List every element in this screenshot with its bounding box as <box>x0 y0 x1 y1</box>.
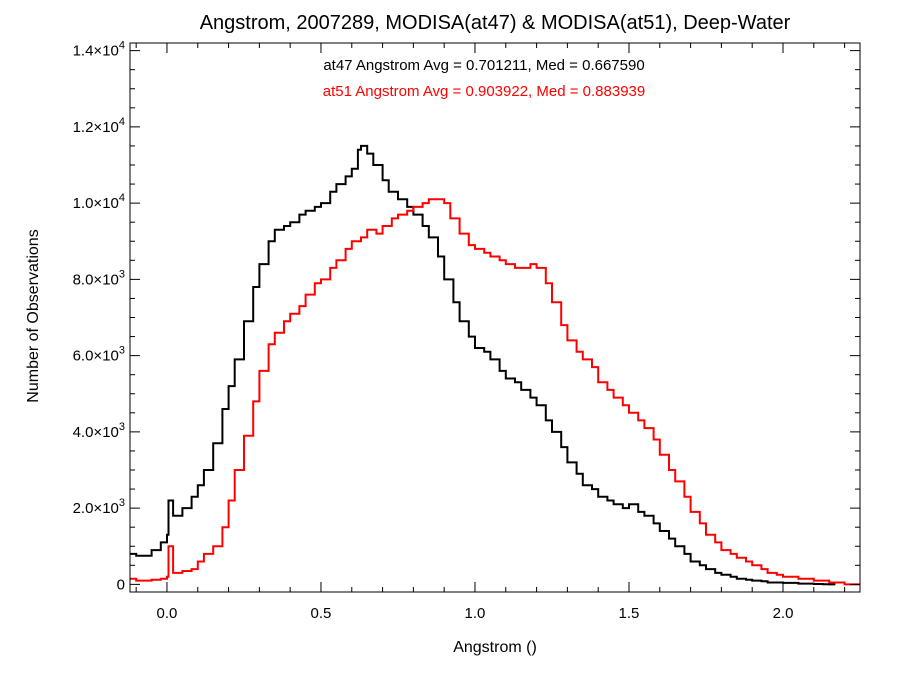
x-tick-label: 1.5 <box>619 605 640 622</box>
y-tick-label: 2.0×103 <box>73 497 125 517</box>
y-tick-label: 8.0×103 <box>73 268 125 288</box>
y-tick-label: 1.0×104 <box>73 192 125 212</box>
y-tick-label: 1.4×104 <box>73 40 125 60</box>
x-tick-label: 0.5 <box>311 605 332 622</box>
series-line-1 <box>130 198 860 586</box>
x-axis-label: Angstrom () <box>453 639 537 656</box>
chart-title: Angstrom, 2007289, MODISA(at47) & MODISA… <box>200 12 791 34</box>
y-axis-label: Number of Observations <box>25 229 42 402</box>
y-tick-label: 6.0×103 <box>73 345 125 365</box>
series-line-0 <box>130 144 836 586</box>
plot-frame <box>129 42 861 593</box>
y-tick-label: 4.0×103 <box>73 421 125 441</box>
annotation-at51: at51 Angstrom Avg = 0.903922, Med = 0.88… <box>323 83 645 100</box>
x-tick-label: 0.0 <box>157 605 178 622</box>
y-axis: 0 2.0×103 4.0×103 6.0×103 8.0×103 1.0×104 1.2×… <box>73 40 860 593</box>
annotation-at47: at47 Angstrom Avg = 0.701211, Med = 0.66… <box>323 57 644 74</box>
x-tick-label: 2.0 <box>773 605 794 622</box>
y-tick-label: 0 <box>117 576 125 593</box>
series-layer <box>130 144 860 586</box>
x-axis: 0.0 0.5 1.0 1.5 2.0 <box>135 43 846 622</box>
y-tick-label: 1.2×104 <box>73 116 125 136</box>
x-tick-label: 1.0 <box>465 605 486 622</box>
